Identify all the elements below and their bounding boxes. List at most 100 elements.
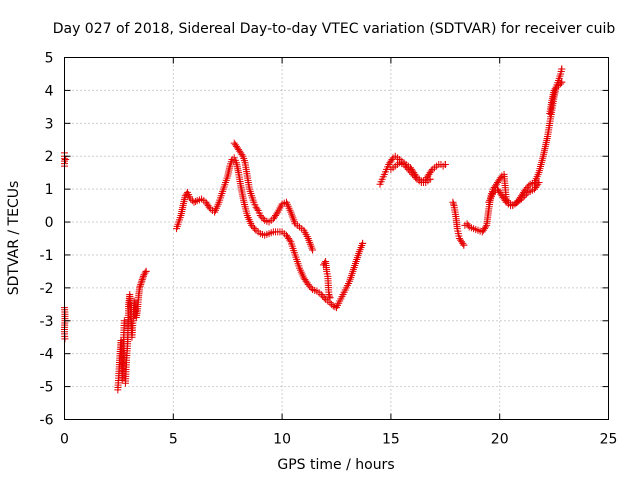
data-point [449,200,457,208]
data-point [551,85,559,93]
data-point [286,236,294,244]
data-point [404,165,412,173]
y-tick-label: 4 [45,83,54,99]
plot-frame [64,57,609,420]
y-tick-label: -4 [40,347,54,363]
data-point [519,193,527,201]
data-point [517,195,525,203]
data-point [187,195,195,203]
series-seg-22h-upper [546,78,566,117]
data-point [388,156,396,164]
y-tick-labels: -6 -5 -4 -3 -2 -1 0 1 2 3 4 5 [40,51,54,429]
data-point [441,160,449,168]
data-point [142,267,150,275]
y-tick-label: 2 [45,149,54,165]
data-point [325,292,333,300]
data-point [409,170,417,178]
data-point [139,274,147,282]
data-point [137,279,145,287]
data-point [410,172,418,180]
data-point [309,246,317,254]
x-tick-label: 5 [169,432,178,448]
data-point [558,65,566,73]
data-point [137,281,145,289]
series-seg-15h-lower [387,159,434,187]
data-point [535,179,543,187]
data-point [412,174,420,182]
chart-title: Day 027 of 2018, Sidereal Day-to-day VTE… [53,21,616,37]
series-seg-12h-drop [319,258,334,302]
data-point [304,281,312,289]
data-point [238,151,246,159]
data-point [525,182,533,190]
data-point [406,167,414,175]
data-point [138,276,146,284]
data-point [521,192,529,200]
y-axis-label: SDTVAR / TECUs [6,181,22,296]
data-point [138,277,146,285]
data-point [190,198,198,206]
data-point [259,215,267,223]
series-seg-19h [461,65,566,236]
data-point [256,211,264,219]
y-tick-label: -2 [40,281,54,297]
data-point [329,302,337,310]
series-seg-18h [449,198,468,249]
data-point [427,167,435,175]
data-point [141,269,149,277]
x-tick-label: 15 [382,432,400,448]
data-point [523,183,531,191]
data-point [403,164,411,172]
data-point [319,292,327,300]
x-tick-labels: 0 5 10 15 20 25 [60,432,617,448]
data-point [482,223,490,231]
data-point [273,210,281,218]
series-seg-0h [61,149,70,343]
data-point [449,198,457,206]
y-tick-label: 3 [45,116,54,132]
data-point [501,197,509,205]
data-point [205,203,213,211]
axis-ticks [64,57,609,420]
data-point [522,190,530,198]
data-point [407,169,415,177]
data-point [136,282,144,290]
data-point [139,272,147,280]
data-point [516,196,524,204]
x-tick-label: 25 [600,432,618,448]
data-point [251,225,259,233]
x-tick-label: 0 [60,432,69,448]
data-point [248,221,256,229]
data-point [317,290,325,298]
y-tick-label: 5 [45,51,54,67]
data-point [401,162,409,170]
x-tick-label: 10 [273,432,291,448]
series-seg-lower-band [173,154,367,312]
y-tick-label: -3 [40,314,54,330]
data-point [326,294,334,302]
data-point [136,284,144,292]
y-tick-label: -6 [40,413,54,429]
data-point [62,156,70,164]
y-tick-label: 1 [45,182,54,198]
y-tick-label: 0 [45,215,54,231]
data-point [460,241,468,249]
data-point [459,239,467,247]
data-point [558,78,566,86]
series-seg-15h [376,152,449,188]
series-seg-3h [114,267,150,394]
series-seg-upper-band [230,139,317,254]
y-tick-label: -5 [40,380,54,396]
data-point [557,80,565,88]
data-point [359,239,367,247]
data-point [497,174,505,182]
x-tick-label: 20 [491,432,509,448]
data-point [249,223,257,231]
series-seg-19h-lower [485,179,543,210]
data-point [258,213,266,221]
x-axis-label: GPS time / hours [277,457,394,473]
y-tick-label: -1 [40,248,54,264]
data-point [534,180,542,188]
data-point [192,197,200,205]
